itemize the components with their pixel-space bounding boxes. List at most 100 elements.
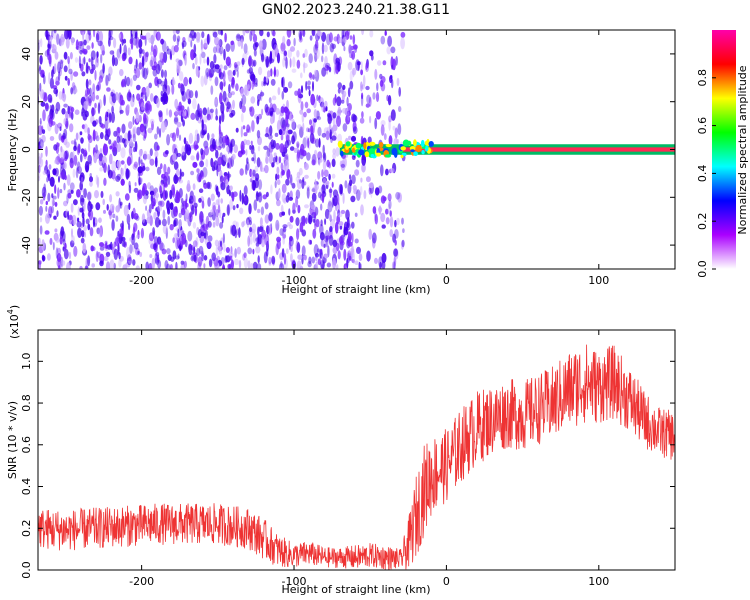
spectral-cell (55, 80, 60, 86)
spectral-cell (332, 195, 338, 207)
spectral-cell (40, 152, 43, 158)
spectral-cell (226, 162, 230, 169)
spectral-cell (41, 71, 44, 76)
spectral-cell (260, 167, 266, 172)
spectral-cell (129, 237, 133, 242)
spectral-cell (191, 252, 194, 261)
spectral-cell (169, 224, 174, 231)
spectral-cell (149, 59, 153, 67)
spectral-cell (160, 121, 166, 133)
spectral-cell (91, 66, 95, 73)
spectral-cell (172, 237, 175, 244)
spectral-cell (268, 97, 272, 104)
spectral-cell (336, 96, 342, 107)
spectral-cell (351, 67, 357, 76)
spectral-cell (184, 54, 187, 66)
spectral-cell (229, 185, 233, 191)
spectral-cell (319, 248, 323, 253)
spectral-cell (187, 179, 191, 188)
spectral-cell (228, 83, 231, 94)
spectral-cell (175, 30, 180, 35)
spectral-cell (108, 66, 113, 76)
spectral-cell (183, 76, 189, 87)
spectral-cell (242, 220, 246, 226)
spectral-cell (166, 248, 171, 255)
spectral-cell (158, 219, 162, 226)
spectral-cell (395, 55, 398, 66)
spectral-cell (396, 77, 400, 87)
spectral-cell (98, 115, 102, 125)
spectral-cell (151, 65, 157, 71)
spectral-cell (115, 191, 120, 197)
spectral-cell (88, 30, 91, 36)
spectral-cell (206, 181, 211, 189)
spectral-cell (173, 111, 179, 117)
spectral-cell (388, 115, 392, 123)
spectral-cell (217, 156, 223, 166)
spectral-cell (264, 164, 269, 174)
spectral-cell (264, 103, 269, 113)
spectral-cell (83, 231, 87, 238)
spectral-cell (77, 206, 81, 217)
spectral-cell (242, 125, 246, 130)
spectral-cell (301, 245, 306, 257)
spectral-cell (295, 217, 300, 227)
spectral-cell (158, 110, 163, 118)
spectral-cell (352, 34, 356, 45)
spectral-cell (57, 142, 60, 147)
spectral-cell (311, 159, 316, 166)
spectral-cell (313, 244, 319, 256)
spectral-cell (138, 98, 145, 109)
spectral-cell (173, 115, 179, 123)
spectral-cell (215, 209, 219, 218)
spectral-cell (237, 39, 242, 47)
spectral-cell (317, 191, 322, 199)
spectral-cell (44, 92, 48, 102)
spectral-cell (339, 190, 343, 196)
spectral-cell (244, 84, 248, 96)
spectral-cell (133, 30, 138, 39)
spectral-cell (190, 170, 195, 176)
spectral-cell (343, 36, 347, 43)
carrier-onset-cell (345, 141, 351, 147)
spectral-cell (225, 179, 229, 187)
spectral-cell (344, 180, 348, 189)
spectral-cell (85, 62, 89, 74)
spectral-cell (222, 136, 227, 144)
spectral-cell (110, 111, 115, 124)
spectral-cell (171, 143, 177, 154)
spectral-cell (246, 84, 250, 90)
spectral-cell (263, 145, 269, 150)
spectral-cell (231, 192, 235, 202)
spectral-cell (52, 168, 57, 176)
spectral-cell (265, 56, 270, 68)
spectral-cell (296, 59, 301, 69)
spectral-cell (309, 119, 312, 126)
spectral-cell (268, 261, 272, 266)
spectral-cell (196, 168, 200, 173)
spectral-cell (64, 75, 68, 81)
spectral-cell (194, 90, 198, 99)
spectral-cell (347, 231, 352, 243)
spectral-cell (247, 260, 251, 269)
spectral-cell (140, 101, 145, 111)
spectral-cell (129, 78, 133, 87)
spectral-cell (181, 95, 186, 102)
spectral-cell (193, 43, 197, 54)
spectral-cell (319, 157, 323, 163)
spectral-cell (334, 221, 339, 234)
carrier-onset-cell (368, 148, 375, 154)
carrier-onset-cell (355, 142, 362, 149)
spectral-cell (77, 217, 80, 223)
spectral-cell (119, 109, 124, 114)
spectral-cell (109, 194, 113, 203)
y-tick-label: 40 (20, 47, 33, 61)
spectral-cell (348, 44, 352, 54)
spectral-cell (42, 257, 45, 262)
spectral-cell (188, 195, 194, 204)
spectral-cell (343, 90, 347, 97)
spectral-cell (111, 54, 115, 67)
spectral-cell (281, 77, 284, 88)
spectral-cell (99, 260, 104, 267)
spectral-cell (297, 124, 302, 129)
